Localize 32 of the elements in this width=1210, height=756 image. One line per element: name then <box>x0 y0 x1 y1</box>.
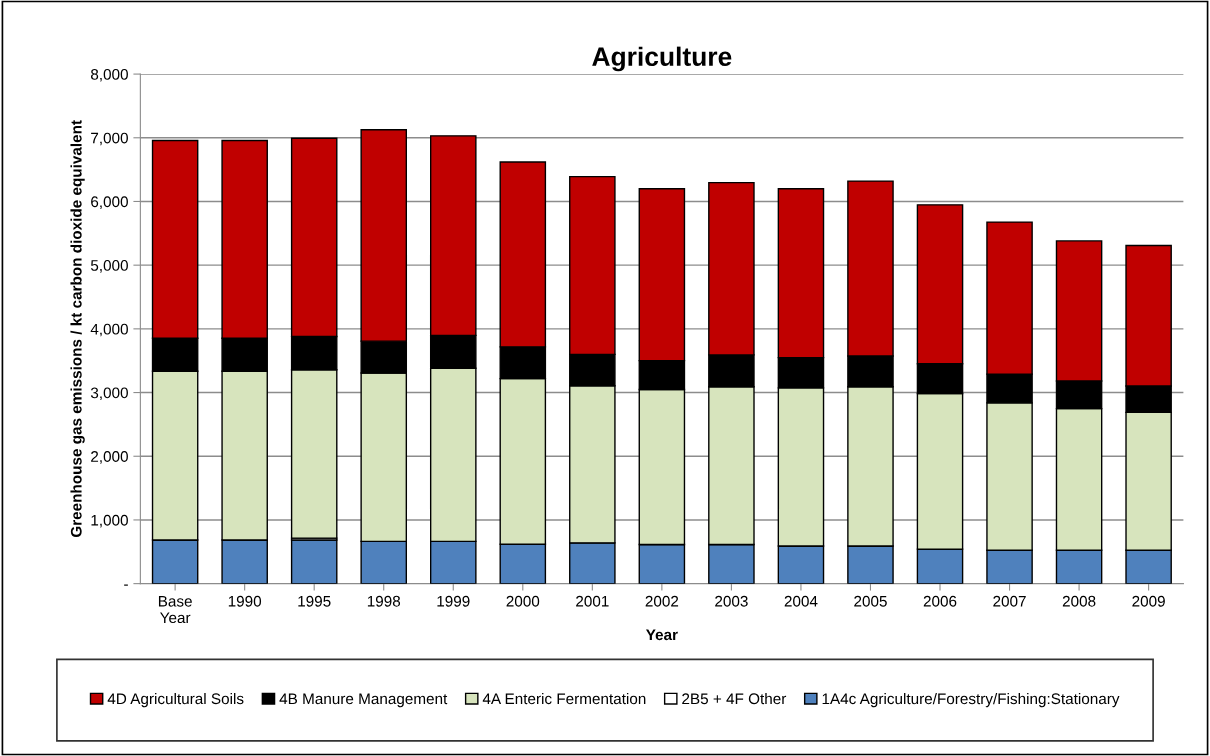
x-tick-label: 2002 <box>645 595 679 607</box>
legend-label: 1A4c Agriculture/Forestry/Fishing:Stationary <box>822 692 1120 708</box>
x-tick-label: 1999 <box>437 595 470 607</box>
y-tick-label: 2,000 <box>91 451 128 464</box>
x-tick-label: 2003 <box>715 595 748 607</box>
x-tick-label: 2008 <box>1062 595 1096 607</box>
x-tick-label: 2004 <box>784 595 818 607</box>
y-tick-label: 8,000 <box>90 68 128 82</box>
legend-label: 2B5 + 4F Other <box>682 692 787 705</box>
x-tick-label: 1990 <box>228 595 262 607</box>
x-tick-label: 2009 <box>1132 595 1165 607</box>
y-axis-title: Greenhouse gas emissions / kt carbon dioxide equivalent <box>70 120 85 538</box>
y-tick-label: 3,000 <box>90 387 128 401</box>
legend-label: 4A Enteric Fermentation <box>482 692 646 705</box>
y-tick-label: - <box>124 584 128 586</box>
legend-label: 4B Manure Management <box>279 693 448 708</box>
x-tick-label: 2005 <box>854 595 887 607</box>
y-tick-label: 7,000 <box>91 132 128 146</box>
x-axis-title: Year <box>645 629 678 641</box>
x-tick-label: 2006 <box>923 595 957 607</box>
y-tick-label: 4,000 <box>90 323 128 337</box>
legend-label: 4D Agricultural Soils <box>107 692 244 708</box>
x-tick-label: 2007 <box>993 595 1026 607</box>
chart-title: Agriculture <box>592 46 732 72</box>
x-tick-label: 2000 <box>506 595 540 607</box>
y-tick-label: 6,000 <box>91 196 128 209</box>
x-tick-label: Base Year <box>158 596 192 624</box>
x-tick-label: 1998 <box>367 595 401 607</box>
x-tick-label: 2001 <box>576 595 609 607</box>
x-tick-label: 1995 <box>298 595 331 607</box>
y-tick-label: 5,000 <box>90 260 128 273</box>
y-tick-label: 1,000 <box>91 514 128 528</box>
